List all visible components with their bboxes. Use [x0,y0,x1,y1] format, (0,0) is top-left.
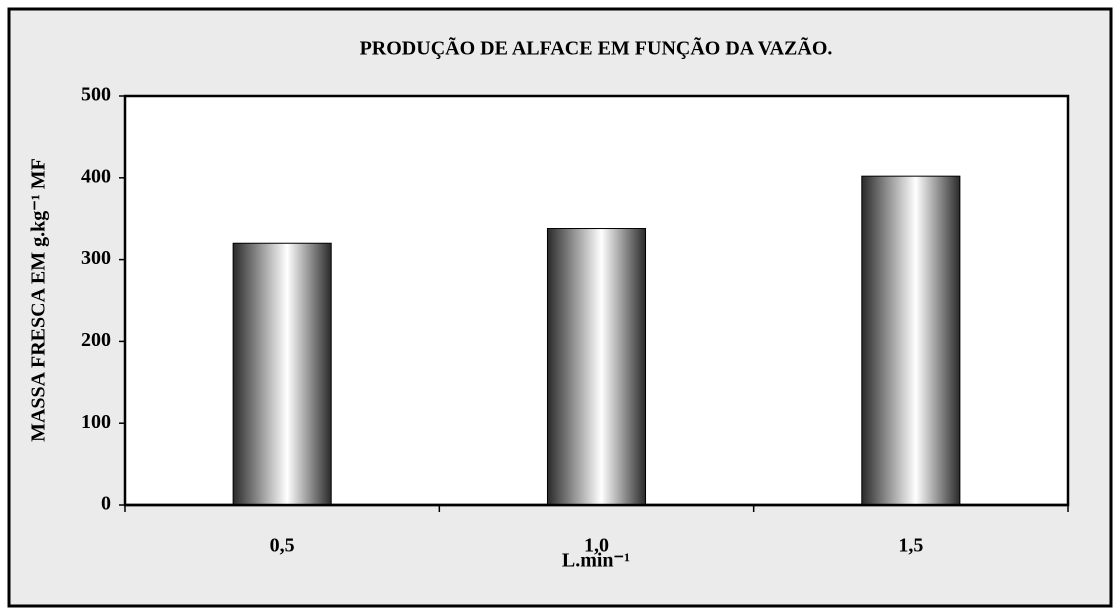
x-axis-label: L.min⁻¹ [562,550,630,572]
y-tick-label: 300 [81,247,111,269]
x-tick-label: 0,5 [270,535,295,557]
y-tick-label: 100 [81,411,111,433]
y-tick-label: 200 [81,329,111,351]
bar [546,228,647,506]
chart-title: PRODUÇÃO DE ALFACE EM FUNÇÃO DA VAZÃO. [360,37,833,60]
y-tick-label: 400 [81,165,111,187]
bar [861,175,961,506]
y-tick-label: 0 [101,493,111,515]
bar [232,242,332,506]
x-tick-label: 1,0 [584,535,609,557]
y-tick-label: 500 [81,84,111,106]
x-tick-label: 1,5 [898,535,923,557]
y-axis-label: MASSA FRESCA EM g.kg⁻¹ MF [28,158,50,442]
